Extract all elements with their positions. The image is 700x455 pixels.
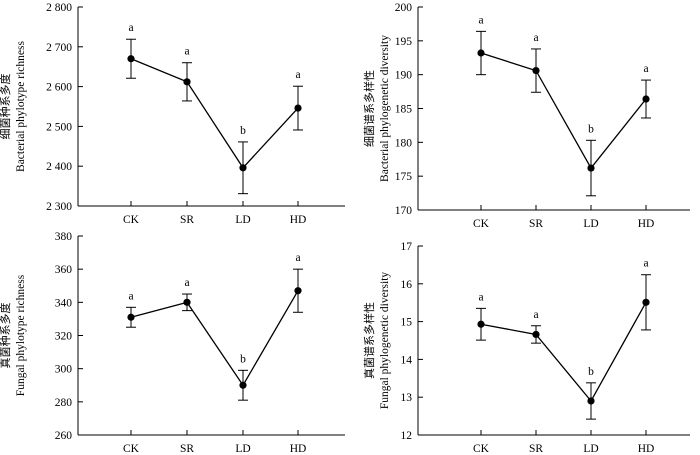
y-tick-label: 16: [401, 279, 413, 291]
data-point: [294, 104, 302, 112]
y-tick-label: 2 700: [46, 42, 72, 54]
data-point: [477, 320, 485, 328]
x-tick-label: HD: [290, 443, 307, 455]
significance-label: a: [533, 32, 538, 44]
data-point: [239, 381, 247, 389]
x-tick-label: SR: [180, 443, 194, 455]
x-tick-label: LD: [583, 218, 598, 230]
significance-label: a: [295, 69, 300, 81]
x-tick-label: CK: [473, 443, 490, 455]
y-tick-label: 180: [395, 137, 413, 149]
y-tick-label: 12: [401, 430, 413, 442]
y-axis-title-cn: 细菌谱系多样性: [362, 70, 376, 147]
y-tick-label: 280: [55, 397, 73, 409]
data-point: [587, 164, 595, 172]
y-tick-label: 380: [55, 231, 73, 243]
data-point: [532, 67, 540, 75]
x-tick-label: CK: [473, 218, 490, 230]
panel-fungal-diversity: 12 13 14 15 16 17 CK SR LD HD a a b a Fungal phylogene…: [362, 241, 690, 455]
significance-label: a: [184, 277, 189, 289]
y-tick-label: 360: [55, 264, 73, 276]
x-tick-label: HD: [638, 443, 655, 455]
y-tick-label: 2 400: [46, 161, 72, 173]
series-line: [130, 290, 299, 387]
data-point: [477, 49, 485, 57]
significance-label: a: [478, 14, 483, 26]
panel-bacterial-richness: 2 300 2 400 2 500 2 600 2 700 2 800 CK SR LD HD a a…: [0, 2, 345, 226]
y-tick-label: 17: [401, 241, 413, 253]
y-tick-label: 2 500: [46, 121, 72, 133]
significance-label: a: [184, 46, 189, 58]
data-point: [642, 298, 650, 306]
x-tick-label: SR: [529, 218, 543, 230]
y-axis-title-cn: 细菌种系多度: [0, 74, 12, 140]
y-tick-label: 2 300: [46, 201, 72, 213]
data-point: [642, 95, 650, 103]
panel-bacterial-diversity: 170 175 180 185 190 195 200 CK SR LD HD a a b a Bacteri…: [362, 2, 690, 230]
data-point: [127, 55, 135, 63]
significance-label: b: [588, 123, 594, 135]
x-tick-label: HD: [290, 214, 307, 226]
y-tick-label: 15: [401, 317, 413, 329]
y-axis-title-cn: 真菌谱系多样性: [362, 302, 376, 379]
y-tick-label: 340: [55, 297, 73, 309]
y-axis-title-en: Bacterial phylotype richness: [15, 41, 27, 172]
y-tick-label: 2 600: [46, 82, 72, 94]
x-tick-label: SR: [529, 443, 543, 455]
y-tick-label: 175: [395, 171, 413, 183]
significance-label: a: [643, 258, 648, 270]
panel-fungal-richness: 260 280 300 320 340 360 380 CK SR LD HD a a b a Fungal …: [0, 231, 345, 455]
x-tick-label: LD: [235, 443, 250, 455]
significance-label: a: [533, 309, 538, 321]
y-tick-label: 185: [395, 104, 413, 116]
y-axis-title-en: Bacterial phylogenetic diversity: [379, 35, 391, 182]
x-tick-label: HD: [638, 218, 655, 230]
y-tick-label: 170: [395, 205, 413, 217]
y-axis-title-en: Fungal phylogenetic diversity: [379, 272, 391, 410]
data-point: [587, 397, 595, 405]
significance-label: a: [478, 291, 483, 303]
data-point: [239, 164, 247, 172]
y-tick-label: 320: [55, 331, 73, 343]
significance-label: a: [128, 22, 133, 34]
y-tick-label: 2 800: [46, 2, 72, 14]
y-axis-title-cn: 真菌种系多度: [0, 303, 12, 369]
significance-label: b: [240, 353, 246, 365]
series-line: [480, 52, 647, 170]
data-point: [127, 313, 135, 321]
data-point: [183, 78, 191, 86]
y-tick-label: 200: [395, 2, 413, 14]
x-tick-label: SR: [180, 214, 194, 226]
x-tick-label: CK: [123, 443, 140, 455]
y-tick-label: 195: [395, 36, 413, 48]
significance-label: a: [128, 290, 133, 302]
significance-label: a: [643, 63, 648, 75]
x-tick-label: LD: [235, 214, 250, 226]
significance-label: a: [295, 252, 300, 264]
y-axis-title-en: Fungal phylotype richness: [15, 274, 27, 396]
significance-label: b: [588, 366, 594, 378]
data-point: [532, 330, 540, 339]
series-line: [480, 302, 647, 403]
significance-label: b: [240, 125, 246, 137]
y-tick-label: 300: [55, 364, 73, 376]
y-tick-label: 14: [401, 354, 413, 366]
x-tick-label: CK: [123, 214, 140, 226]
y-tick-label: 190: [395, 70, 413, 82]
series-line: [130, 58, 299, 169]
y-tick-label: 13: [401, 392, 413, 404]
y-tick-label: 260: [55, 430, 73, 442]
data-point: [294, 287, 302, 295]
data-point: [183, 298, 191, 306]
x-tick-label: LD: [583, 443, 598, 455]
